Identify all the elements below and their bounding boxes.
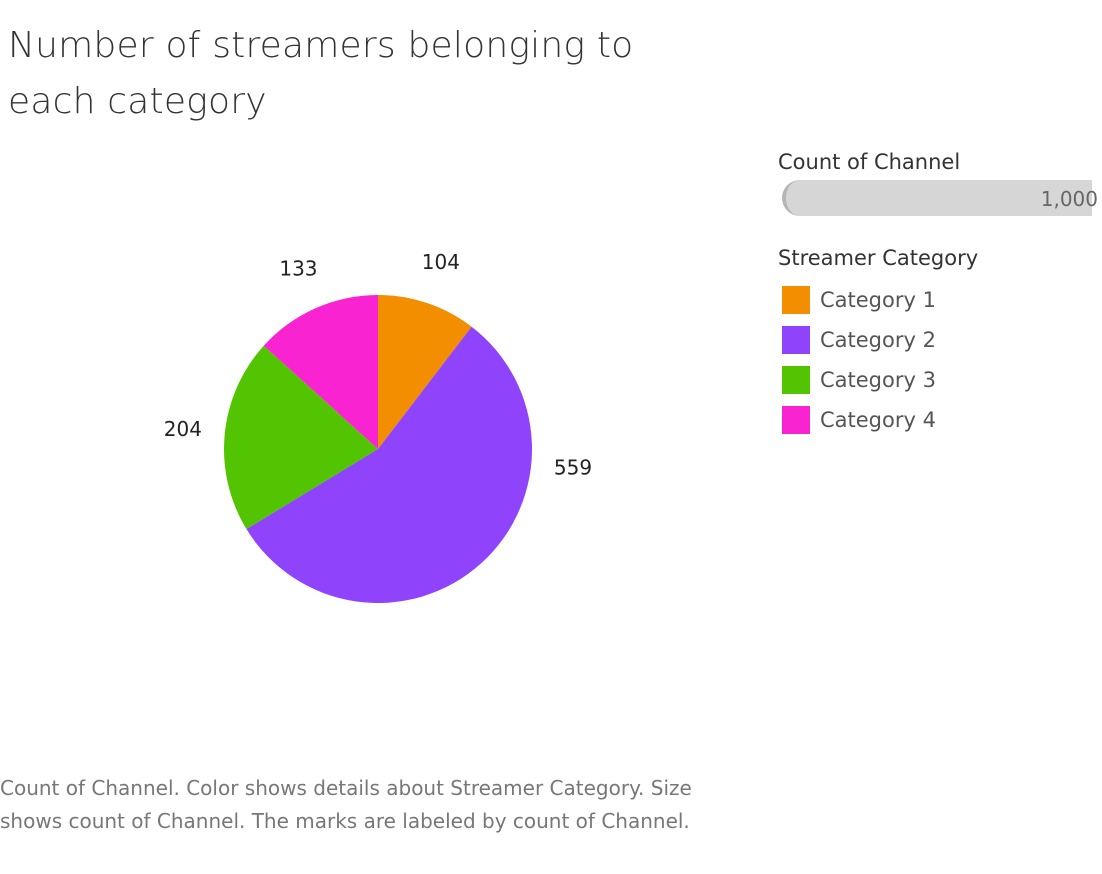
legend-label: Category 2	[820, 328, 936, 352]
color-legend-title: Streamer Category	[778, 246, 979, 270]
pie-slice-category-1[interactable]	[378, 295, 472, 449]
legend-item-category-2[interactable]: Category 2	[782, 320, 936, 360]
legend-label: Category 1	[820, 288, 936, 312]
pie-label-category-1: 104	[422, 250, 460, 274]
legend-swatch	[782, 406, 810, 434]
legend-swatch	[782, 366, 810, 394]
color-legend: Category 1 Category 2 Category 3 Categor…	[782, 280, 936, 440]
chart-title: Number of streamers belonging to each ca…	[8, 25, 634, 122]
pie-slices	[223, 295, 532, 603]
pie-chart: 104 559 204 133	[164, 250, 592, 603]
legend-swatch	[782, 326, 810, 354]
legend-label: Category 3	[820, 368, 936, 392]
legend-label: Category 4	[820, 408, 936, 432]
pie-slice-category-3[interactable]	[223, 345, 378, 530]
pie-slice-category-4[interactable]	[263, 295, 378, 449]
legend-item-category-4[interactable]: Category 4	[782, 400, 936, 440]
pie-label-category-2: 559	[554, 455, 592, 479]
legend-item-category-3[interactable]: Category 3	[782, 360, 936, 400]
legend-item-category-1[interactable]: Category 1	[782, 280, 936, 320]
pie-label-category-4: 133	[279, 256, 317, 280]
pie-labels: 104 559 204 133	[164, 250, 592, 479]
pie-label-category-3: 204	[164, 417, 202, 441]
size-legend-bar: 1,000	[782, 180, 1098, 216]
chart-caption: Count of Channel. Color shows details ab…	[0, 776, 692, 833]
size-legend-value: 1,000	[1040, 187, 1098, 211]
size-legend-title: Count of Channel	[778, 150, 961, 174]
legend-swatch	[782, 286, 810, 314]
pie-slice-category-2[interactable]	[246, 326, 532, 603]
